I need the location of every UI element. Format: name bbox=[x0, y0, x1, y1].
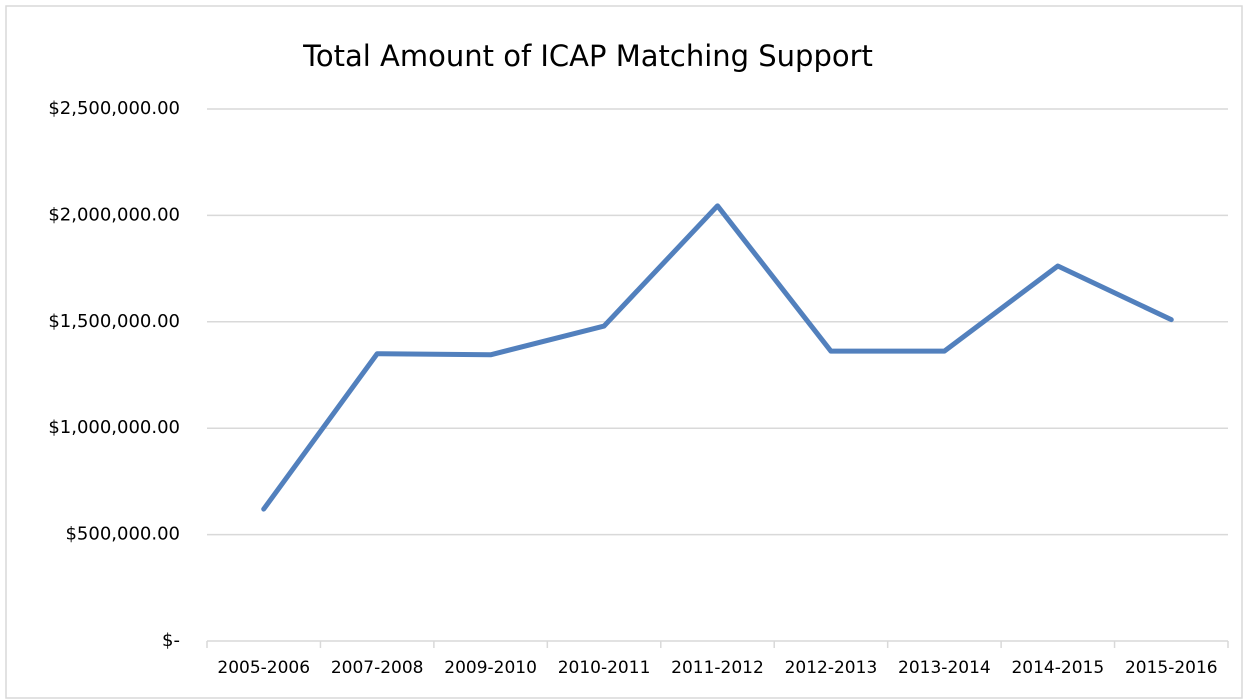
data-line bbox=[261, 203, 1174, 512]
y-tick-label: $1,000,000.00 bbox=[48, 417, 180, 438]
y-tick-label: $2,000,000.00 bbox=[48, 204, 180, 225]
chart-title: Total Amount of ICAP Matching Support bbox=[302, 39, 873, 73]
x-tick-label: 2007-2008 bbox=[331, 658, 424, 678]
x-tick-label: 2014-2015 bbox=[1011, 658, 1104, 678]
x-tick-label: 2005-2006 bbox=[217, 658, 310, 678]
y-tick-label: $1,500,000.00 bbox=[48, 311, 180, 332]
x-tick-label: 2010-2011 bbox=[558, 658, 651, 678]
y-tick-label: $2,500,000.00 bbox=[48, 98, 180, 119]
x-tick-label: 2012-2013 bbox=[785, 658, 878, 678]
x-tick-label: 2015-2016 bbox=[1125, 658, 1218, 678]
y-tick-label: $500,000.00 bbox=[65, 524, 180, 545]
y-tick-label: $- bbox=[162, 630, 180, 651]
chart-border bbox=[5, 5, 1243, 699]
x-tick-label: 2009-2010 bbox=[444, 658, 537, 678]
x-tick-label: 2013-2014 bbox=[898, 658, 991, 678]
x-tick-label: 2011-2012 bbox=[671, 658, 764, 678]
